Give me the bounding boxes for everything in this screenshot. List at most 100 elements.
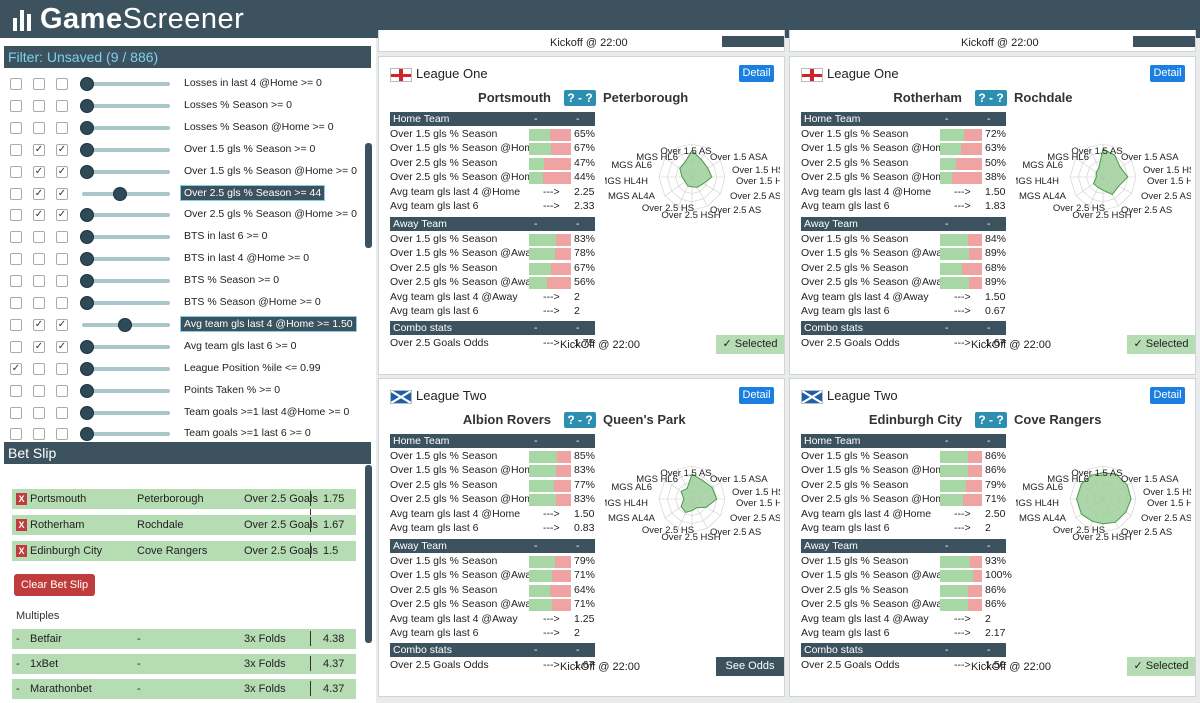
see-odds-button[interactable] xyxy=(722,36,784,47)
filter-slider-knob[interactable] xyxy=(80,405,94,420)
filter-slider-track[interactable] xyxy=(82,388,170,393)
filter-checkbox[interactable]: ✓ xyxy=(56,187,68,200)
filter-checkbox[interactable] xyxy=(33,384,45,397)
remove-bet-button[interactable]: X xyxy=(16,545,27,557)
filter-checkbox[interactable]: ✓ xyxy=(33,143,45,156)
filter-slider-knob[interactable] xyxy=(80,427,94,442)
filter-checkbox[interactable] xyxy=(10,318,22,331)
filter-checkbox[interactable]: ✓ xyxy=(56,143,68,156)
filter-slider-knob[interactable] xyxy=(80,252,94,267)
filter-checkbox[interactable]: ✓ xyxy=(33,340,45,353)
filter-checkbox[interactable] xyxy=(56,121,68,134)
filter-slider-knob[interactable] xyxy=(80,296,94,310)
filter-slider-track[interactable] xyxy=(82,82,170,86)
filter-slider-track[interactable] xyxy=(82,410,170,415)
home-team[interactable]: Portsmouth xyxy=(478,90,551,105)
filter-slider-knob[interactable] xyxy=(80,339,94,354)
filter-slider-track[interactable] xyxy=(82,344,170,349)
filter-checkbox[interactable] xyxy=(33,78,45,90)
filter-checkbox[interactable] xyxy=(33,231,45,244)
away-team[interactable]: Cove Rangers xyxy=(1014,412,1102,427)
filter-checkbox[interactable] xyxy=(33,362,45,375)
filter-checkbox[interactable] xyxy=(56,406,68,419)
selected-badge[interactable]: ✓ Selected xyxy=(1127,657,1195,676)
filter-slider-track[interactable] xyxy=(82,147,170,152)
filter-checkbox[interactable] xyxy=(33,297,45,309)
clear-bet-slip-button[interactable]: Clear Bet Slip xyxy=(14,574,95,596)
filter-checkbox[interactable] xyxy=(56,428,68,441)
filter-checkbox[interactable] xyxy=(10,99,22,112)
filter-slider-knob[interactable] xyxy=(80,361,94,376)
home-team[interactable]: Edinburgh City xyxy=(868,412,962,427)
filter-checkbox[interactable] xyxy=(10,275,22,288)
filter-checkbox[interactable] xyxy=(56,99,68,112)
filter-slider-knob[interactable] xyxy=(80,98,94,113)
filter-slider-knob[interactable] xyxy=(80,142,94,157)
filter-checkbox[interactable] xyxy=(56,253,68,266)
filter-slider-track[interactable] xyxy=(82,213,170,218)
filter-checkbox[interactable] xyxy=(33,406,45,419)
filter-checkbox[interactable] xyxy=(33,99,45,112)
filter-checkbox[interactable] xyxy=(10,187,22,200)
filter-checkbox[interactable]: ✓ xyxy=(56,209,68,222)
filter-slider-track[interactable] xyxy=(82,366,170,371)
filter-checkbox[interactable] xyxy=(56,384,68,397)
filter-slider-knob[interactable] xyxy=(80,383,94,398)
filter-slider-knob[interactable] xyxy=(113,186,128,201)
filter-header[interactable]: Filter: Unsaved (9 / 886) xyxy=(4,46,371,68)
filter-checkbox[interactable] xyxy=(33,121,45,134)
detail-button[interactable]: Detail xyxy=(739,65,774,82)
filter-checkbox[interactable]: ✓ xyxy=(10,362,22,375)
detail-button[interactable]: Detail xyxy=(1150,387,1185,404)
filter-slider-track[interactable] xyxy=(82,257,170,262)
filter-checkbox[interactable] xyxy=(56,275,68,288)
filter-slider-track[interactable] xyxy=(82,279,170,284)
filter-slider-track[interactable] xyxy=(82,235,170,240)
home-team[interactable]: Albion Rovers xyxy=(462,412,551,427)
filter-slider-knob[interactable] xyxy=(118,317,132,332)
away-team[interactable]: Peterborough xyxy=(603,90,689,105)
see-odds-button[interactable] xyxy=(1133,36,1195,47)
selected-badge[interactable]: ✓ Selected xyxy=(1127,335,1195,354)
filter-checkbox[interactable] xyxy=(33,275,45,288)
remove-bet-button[interactable]: X xyxy=(16,519,27,531)
filter-slider-track[interactable] xyxy=(82,301,170,305)
filter-checkbox[interactable] xyxy=(56,78,68,90)
filter-checkbox[interactable] xyxy=(10,231,22,244)
filter-checkbox[interactable] xyxy=(33,428,45,441)
filter-scrollbar[interactable] xyxy=(365,143,372,248)
filter-slider-track[interactable] xyxy=(82,125,170,130)
app-logo[interactable]: GameScreener xyxy=(40,2,245,35)
filter-slider-track[interactable] xyxy=(82,169,170,174)
filter-checkbox[interactable]: ✓ xyxy=(56,318,68,331)
filter-checkbox[interactable] xyxy=(56,362,68,375)
see-odds-button[interactable]: See Odds xyxy=(716,657,784,676)
filter-checkbox[interactable] xyxy=(33,253,45,266)
selected-badge[interactable]: ✓ Selected xyxy=(716,335,784,354)
filter-checkbox[interactable] xyxy=(10,253,22,266)
filter-checkbox[interactable] xyxy=(10,121,22,134)
filter-checkbox[interactable] xyxy=(10,340,22,353)
filter-checkbox[interactable] xyxy=(10,428,22,441)
filter-checkbox[interactable] xyxy=(10,209,22,222)
filter-checkbox[interactable]: ✓ xyxy=(33,187,45,200)
filter-slider-knob[interactable] xyxy=(80,77,94,91)
filter-slider-knob[interactable] xyxy=(80,120,94,135)
detail-button[interactable]: Detail xyxy=(739,387,774,404)
filter-checkbox[interactable]: ✓ xyxy=(33,165,45,178)
filter-checkbox[interactable] xyxy=(10,406,22,419)
filter-slider-knob[interactable] xyxy=(80,230,94,245)
detail-button[interactable]: Detail xyxy=(1150,65,1185,82)
away-team[interactable]: Rochdale xyxy=(1014,90,1073,105)
filter-slider-track[interactable] xyxy=(82,432,170,437)
filter-checkbox[interactable] xyxy=(10,384,22,397)
filter-checkbox[interactable] xyxy=(10,78,22,90)
filter-slider-track[interactable] xyxy=(82,103,170,108)
remove-bet-button[interactable]: X xyxy=(16,493,27,505)
filter-checkbox[interactable] xyxy=(10,297,22,309)
home-team[interactable]: Rotherham xyxy=(893,90,962,105)
away-team[interactable]: Queen's Park xyxy=(603,412,686,427)
filter-checkbox[interactable]: ✓ xyxy=(56,340,68,353)
filter-checkbox[interactable]: ✓ xyxy=(33,209,45,222)
filter-slider-knob[interactable] xyxy=(80,164,94,179)
